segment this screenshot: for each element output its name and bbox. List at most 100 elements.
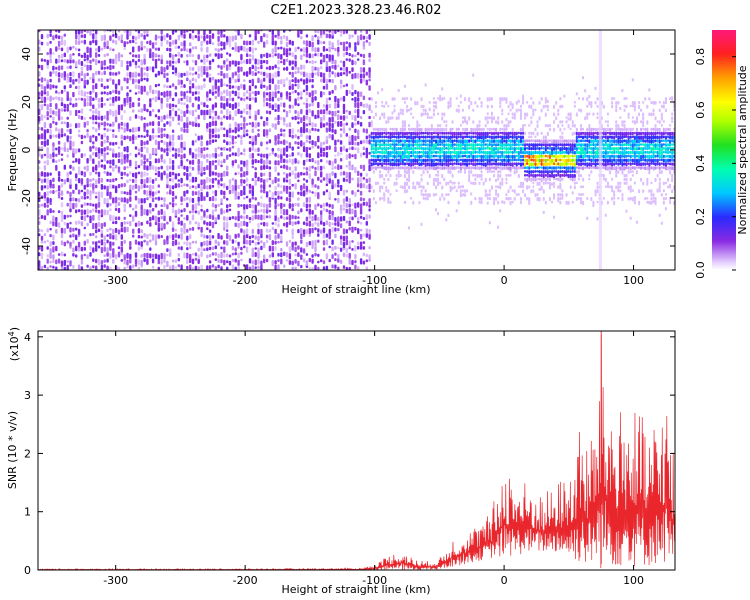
heatmap-cell (60, 108, 64, 112)
heatmap-cell (160, 30, 163, 35)
heatmap-cell (412, 127, 415, 131)
heatmap-cell (40, 127, 44, 131)
heatmap-cell (493, 135, 496, 140)
heatmap-cell (75, 123, 78, 129)
heatmap-cell (52, 134, 55, 138)
heatmap-cell (285, 41, 289, 48)
heatmap-cell (291, 79, 294, 83)
heatmap-cell (389, 127, 392, 131)
heatmap-cell (288, 203, 292, 209)
heatmap-cell (257, 228, 260, 235)
heatmap-cell (251, 96, 254, 101)
heatmap-cell (151, 128, 155, 134)
heatmap-cell (208, 265, 212, 270)
heatmap-cell (573, 177, 576, 182)
heatmap-cell (171, 40, 175, 45)
heatmap-cell (106, 135, 109, 141)
heatmap-cell (337, 103, 340, 108)
heatmap-cell (55, 147, 58, 151)
heatmap-cell (169, 185, 172, 190)
heatmap-cell (542, 197, 545, 201)
heatmap-cell (569, 150, 572, 154)
heatmap-cell (237, 102, 240, 107)
heatmap-cell (206, 72, 209, 78)
heatmap-cell (420, 135, 423, 139)
heatmap-cell (285, 197, 289, 201)
heatmap-cell (52, 116, 55, 121)
heatmap-cell (377, 154, 380, 159)
heatmap-cell (359, 208, 363, 215)
heatmap-cell (387, 147, 390, 150)
heatmap-cell (571, 191, 574, 195)
heatmap-cell (297, 179, 300, 183)
heatmap-cell (443, 120, 446, 124)
heatmap-cell (226, 222, 229, 229)
heatmap-cell (277, 30, 280, 37)
heatmap-cell (368, 233, 371, 240)
heatmap-cell (89, 76, 92, 80)
heatmap-cell (416, 166, 419, 170)
heatmap-cell (248, 79, 252, 84)
heatmap-cell (461, 131, 464, 135)
heatmap-cell (69, 65, 72, 69)
heatmap-cell (265, 97, 269, 101)
heatmap-cell (274, 53, 277, 57)
heatmap-cell (374, 201, 377, 205)
heatmap-cell (157, 145, 160, 150)
heatmap-cell (468, 154, 471, 159)
heatmap-cell (300, 78, 303, 82)
heatmap-cell (300, 265, 303, 269)
heatmap-cell (325, 127, 329, 133)
heatmap-cell (294, 259, 297, 264)
heatmap-cell (63, 142, 66, 147)
heatmap-cell (328, 110, 331, 115)
heatmap-cell (234, 60, 237, 67)
heatmap-cell (60, 133, 64, 138)
heatmap-cell (146, 66, 149, 72)
heatmap-cell (149, 160, 152, 167)
heatmap-cell (268, 171, 272, 178)
heatmap-cell (294, 98, 297, 105)
heatmap-cell (524, 193, 527, 198)
heatmap-cell (503, 147, 506, 150)
heatmap-cell (280, 153, 283, 160)
heatmap-cell (418, 143, 421, 147)
heatmap-cell (106, 252, 109, 257)
heatmap-cell (370, 150, 373, 154)
heatmap-cell (379, 135, 382, 139)
heatmap-cell (63, 133, 66, 137)
heatmap-cell (200, 85, 203, 90)
heatmap-cell (220, 96, 223, 101)
heatmap-cell (285, 179, 289, 183)
heatmap-cell (542, 135, 545, 140)
heatmap-cell (100, 60, 104, 68)
heatmap-cell (455, 147, 458, 150)
heatmap-cell (563, 139, 566, 143)
heatmap-cell (231, 135, 235, 142)
heatmap-cell (288, 220, 292, 225)
heatmap-cell (194, 35, 198, 39)
heatmap-cell (226, 240, 229, 246)
heatmap-cell (317, 52, 320, 57)
heatmap-cell (280, 208, 283, 215)
heatmap-cell (542, 189, 545, 194)
heatmap-cell (134, 71, 138, 78)
heatmap-cell (314, 128, 317, 132)
heatmap-cell (459, 94, 462, 98)
heatmap-cell (368, 164, 371, 172)
heatmap-cell (92, 104, 95, 109)
heatmap-cell (519, 108, 522, 113)
heatmap-cell (480, 173, 483, 178)
heatmap-cell (493, 173, 496, 178)
heatmap-cell (480, 170, 483, 174)
heatmap-cell (441, 143, 444, 146)
heatmap-cell (46, 33, 49, 39)
heatmap-cell (77, 30, 81, 35)
heatmap-cell (285, 91, 289, 97)
heatmap-cell (283, 216, 286, 221)
heatmap-cell (370, 143, 373, 148)
heatmap-cell (208, 240, 212, 246)
heatmap-cell (365, 139, 368, 144)
heatmap-cell (391, 116, 394, 120)
heatmap-cell (97, 197, 101, 202)
